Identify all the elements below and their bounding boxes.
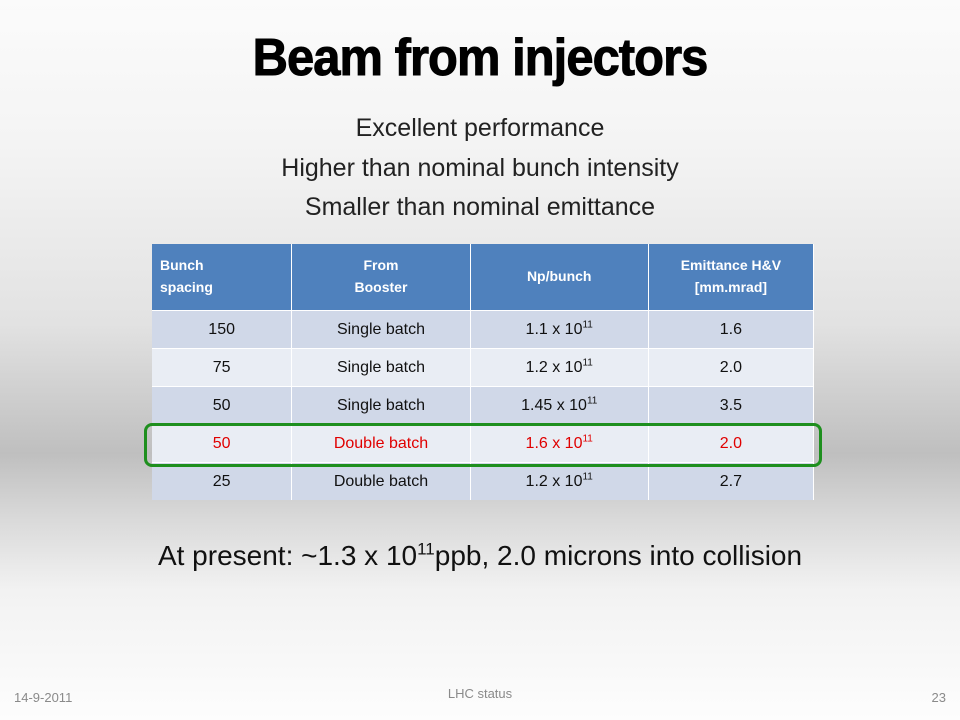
table-row: 50 Single batch 1.45 x 1011 3.5 <box>152 386 815 425</box>
cell-booster: Double batch <box>291 424 471 463</box>
subtitle-intensity: Higher than nominal bunch intensity <box>281 154 679 182</box>
summary-suffix: ppb, 2.0 microns into collision <box>434 540 803 571</box>
np-exponent: 11 <box>582 357 593 369</box>
header-from-booster: From Booster <box>291 244 471 311</box>
cell-emittance: 1.6 <box>648 310 815 349</box>
header-label: Np/bunch <box>526 268 592 285</box>
cell-booster: Double batch <box>291 462 471 500</box>
table-row: 25 Double batch 1.2 x 1011 2.7 <box>152 462 815 500</box>
cell-spacing: 150 <box>152 310 293 349</box>
header-label: Bunch <box>160 257 204 274</box>
cell-np: 1.1 x 1011 <box>470 310 649 349</box>
header-label: From <box>363 257 399 274</box>
cell-booster: Single batch <box>291 310 471 349</box>
page-number: 23 <box>931 690 946 705</box>
table-row-highlighted: 50 Double batch 1.6 x 1011 2.0 <box>152 424 815 463</box>
summary-prefix: At present: ~1.3 x 10 <box>157 540 418 571</box>
cell-booster: Single batch <box>291 348 471 387</box>
np-base: 1.45 x 10 <box>521 396 587 414</box>
footer-title: LHC status <box>447 686 513 701</box>
subtitle-emittance: Smaller than nominal emittance <box>304 193 656 221</box>
header-label: [mm.mrad] <box>694 279 768 295</box>
cell-emittance: 2.0 <box>648 348 815 387</box>
header-label: spacing <box>160 279 213 295</box>
table-row: 75 Single batch 1.2 x 1011 2.0 <box>152 348 815 387</box>
cell-np: 1.2 x 1011 <box>470 462 649 500</box>
cell-spacing: 50 <box>152 424 293 463</box>
np-base: 1.2 x 10 <box>525 472 583 490</box>
summary-line: At present: ~1.3 x 1011ppb, 2.0 microns … <box>0 540 960 572</box>
header-emittance: Emittance H&V [mm.mrad] <box>648 244 815 311</box>
cell-emittance: 2.7 <box>648 462 815 500</box>
np-base: 1.2 x 10 <box>525 358 583 376</box>
np-base: 1.6 x 10 <box>525 434 583 452</box>
highlight-rounded-box <box>144 423 822 467</box>
cell-np: 1.6 x 1011 <box>470 424 649 463</box>
slide-title: Beam from injectors <box>252 29 709 88</box>
header-np-bunch: Np/bunch <box>470 244 649 311</box>
injector-table: Bunch spacing From Booster Np/bunch Emit… <box>152 244 815 500</box>
cell-emittance: 2.0 <box>648 424 815 463</box>
subtitle-performance: Excellent performance <box>355 114 605 142</box>
np-base: 1.1 x 10 <box>525 320 583 338</box>
header-bunch-spacing: Bunch spacing <box>152 244 293 311</box>
header-label: Booster <box>354 279 408 295</box>
table-header-row: Bunch spacing From Booster Np/bunch Emit… <box>152 244 815 311</box>
cell-emittance: 3.5 <box>648 386 815 425</box>
np-exponent: 11 <box>582 433 593 445</box>
cell-spacing: 25 <box>152 462 293 500</box>
cell-booster: Single batch <box>291 386 471 425</box>
cell-spacing: 75 <box>152 348 293 387</box>
summary-exponent: 11 <box>417 539 435 559</box>
np-exponent: 11 <box>582 319 593 331</box>
header-label: Emittance H&V <box>680 257 782 274</box>
np-exponent: 11 <box>582 471 593 483</box>
footer-date: 14-9-2011 <box>14 690 73 705</box>
np-exponent: 11 <box>586 395 598 407</box>
cell-np: 1.45 x 1011 <box>470 386 649 425</box>
cell-np: 1.2 x 1011 <box>470 348 649 387</box>
cell-spacing: 50 <box>152 386 293 425</box>
table-row: 150 Single batch 1.1 x 1011 1.6 <box>152 310 815 349</box>
